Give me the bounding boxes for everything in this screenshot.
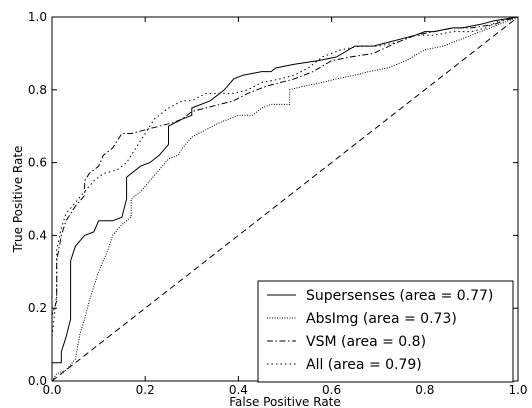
x-tick-label: 0.4 (229, 383, 248, 397)
x-tick-label: 0.6 (322, 383, 341, 397)
series-line-0 (51, 16, 519, 381)
legend-entry-label: VSM (area = 0.8) (306, 334, 426, 350)
chance-diagonal-line (51, 16, 519, 382)
legend-entry-label: AbsImg (area = 0.73) (306, 311, 457, 327)
y-tick-label: 0.8 (28, 83, 47, 97)
legend: Supersenses (area = 0.77) AbsImg (area = … (257, 280, 514, 383)
x-tick-label: 0.8 (415, 383, 434, 397)
series-line-3 (51, 16, 519, 381)
x-axis-label: False Positive Rate (229, 395, 341, 408)
legend-entry-label: Supersenses (area = 0.77) (306, 288, 493, 304)
x-tick-label: 0.2 (136, 383, 155, 397)
legend-box (257, 280, 514, 383)
y-tick-label: 0.0 (28, 374, 47, 388)
y-tick-label: 0.6 (28, 156, 47, 170)
series-line-1 (51, 16, 519, 382)
plot-area (51, 16, 519, 382)
y-axis-label: True Positive Rate (11, 146, 25, 254)
x-tick-label: 1.0 (508, 383, 527, 397)
legend-entry-label: All (area = 0.79) (306, 357, 422, 373)
y-tick-label: 0.4 (28, 228, 47, 242)
y-tick-label: 1.0 (28, 10, 47, 24)
y-tick-label: 0.2 (28, 301, 47, 315)
x-tick-label: 0.0 (42, 383, 61, 397)
